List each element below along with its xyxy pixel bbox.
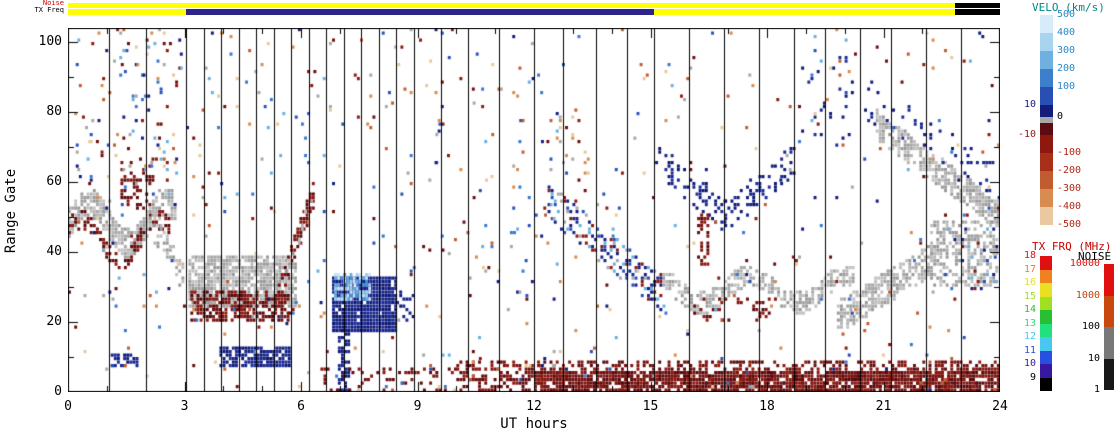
x-tick-label: 24 bbox=[992, 399, 1008, 414]
y-tick-label: 20 bbox=[46, 314, 62, 329]
velo-colorbar-label: 100 bbox=[1057, 81, 1076, 92]
y-tick-label: 100 bbox=[38, 34, 62, 49]
noise-colorbar-label: 1000 bbox=[1075, 289, 1100, 301]
velo-colorbar-segment bbox=[1040, 123, 1053, 135]
velo-colorbar-title: VELO (km/s) bbox=[1032, 1, 1105, 14]
y-tick-label: 0 bbox=[54, 384, 62, 399]
velo-colorbar-label: 400 bbox=[1057, 27, 1076, 38]
noise-colorbar-segment bbox=[1104, 327, 1114, 359]
txfreq-strip-segment bbox=[654, 9, 956, 15]
x-tick-label: 3 bbox=[180, 399, 189, 414]
velo-colorbar-segment bbox=[1040, 153, 1053, 171]
velo-colorbar-label: -300 bbox=[1057, 183, 1082, 194]
txfrq-colorbar-segment bbox=[1040, 350, 1052, 364]
txfrq-colorbar-label: 12 bbox=[1023, 331, 1036, 342]
x-tick-label: 6 bbox=[297, 399, 305, 414]
txfrq-colorbar-label: 18 bbox=[1023, 250, 1036, 261]
x-tick-label: 0 bbox=[64, 399, 72, 414]
y-axis-label: Range Gate bbox=[3, 168, 19, 254]
velo-colorbar-segment bbox=[1040, 171, 1053, 189]
txfrq-colorbar-label: 15 bbox=[1023, 290, 1036, 302]
y-tick-label: 80 bbox=[46, 104, 62, 119]
velo-colorbar-label: -400 bbox=[1057, 201, 1082, 212]
y-tick-label: 40 bbox=[46, 244, 62, 259]
velo-colorbar-label: -100 bbox=[1057, 147, 1082, 158]
txfrq-colorbar-segment bbox=[1040, 377, 1052, 391]
noise-strip-segment bbox=[68, 3, 956, 8]
velo-colorbar-label: 10 bbox=[1023, 99, 1036, 110]
txfreq-strip-segment bbox=[186, 9, 655, 15]
noise-strip-label: Noise bbox=[42, 0, 64, 7]
velo-colorbar-segment bbox=[1040, 117, 1053, 123]
noise-colorbar-title: NOISE bbox=[1078, 250, 1112, 263]
txfreq-strip-label: TX Freq bbox=[34, 6, 64, 14]
noise-colorbar-label: 1 bbox=[1093, 384, 1100, 395]
velo-colorbar-segment bbox=[1040, 15, 1053, 33]
noise-strip-segment bbox=[955, 3, 1000, 8]
velo-colorbar-label: 300 bbox=[1057, 45, 1076, 56]
txfreq-strip-segment bbox=[955, 9, 1000, 15]
noise-colorbar-segment bbox=[1104, 295, 1114, 327]
x-tick-label: 15 bbox=[642, 399, 659, 414]
txfrq-colorbar-segment bbox=[1040, 256, 1052, 270]
velo-colorbar-label: 0 bbox=[1057, 111, 1064, 122]
x-tick-label: 12 bbox=[526, 399, 542, 414]
noise-colorbar-label: 10000 bbox=[1069, 258, 1100, 269]
x-tick-label: 9 bbox=[413, 399, 422, 414]
txfrq-colorbar-label: 17 bbox=[1023, 263, 1036, 275]
velo-colorbar-label: -200 bbox=[1057, 165, 1082, 176]
velo-colorbar-segment bbox=[1040, 51, 1053, 69]
txfrq-colorbar-label: 10 bbox=[1023, 358, 1036, 369]
velo-colorbar-label: -500 bbox=[1057, 219, 1082, 230]
velo-colorbar-segment bbox=[1040, 87, 1053, 105]
velo-colorbar-segment bbox=[1040, 207, 1053, 225]
x-tick-label: 21 bbox=[875, 399, 892, 414]
txfrq-colorbar-segment bbox=[1040, 310, 1052, 324]
txfrq-colorbar-label: 13 bbox=[1023, 317, 1036, 329]
txfrq-colorbar-label: 14 bbox=[1023, 304, 1036, 315]
velo-colorbar-segment bbox=[1040, 189, 1053, 207]
noise-colorbar-label: 100 bbox=[1081, 321, 1100, 332]
noise-colorbar-label: 10 bbox=[1087, 352, 1100, 364]
noise-colorbar-segment bbox=[1104, 358, 1114, 390]
txfrq-colorbar-segment bbox=[1040, 296, 1052, 310]
velo-colorbar-segment bbox=[1040, 33, 1053, 51]
velo-colorbar-label: 200 bbox=[1057, 63, 1076, 74]
rti-velocity-plot-canvas bbox=[68, 28, 1000, 392]
y-tick-label: 60 bbox=[46, 174, 62, 189]
x-axis-label: UT hours bbox=[500, 416, 568, 432]
txfrq-colorbar-segment bbox=[1040, 323, 1052, 337]
x-tick-label: 18 bbox=[759, 399, 775, 414]
velo-colorbar-label: 500 bbox=[1057, 9, 1076, 20]
velo-colorbar-segment bbox=[1040, 105, 1053, 117]
velo-colorbar-segment bbox=[1040, 135, 1053, 153]
txfrq-colorbar-label: 11 bbox=[1023, 344, 1036, 356]
velo-colorbar-segment bbox=[1040, 69, 1053, 87]
txfrq-colorbar-label: 16 bbox=[1023, 277, 1036, 288]
txfrq-colorbar-segment bbox=[1040, 364, 1052, 378]
txfreq-strip-segment bbox=[68, 9, 187, 15]
txfrq-colorbar-title: TX FRQ (MHz) bbox=[1032, 240, 1112, 253]
velo-colorbar-label: -10 bbox=[1017, 129, 1036, 140]
noise-colorbar-segment bbox=[1104, 264, 1114, 296]
txfrq-colorbar-segment bbox=[1040, 337, 1052, 351]
txfrq-colorbar-segment bbox=[1040, 269, 1052, 283]
txfrq-colorbar-segment bbox=[1040, 283, 1052, 297]
txfrq-colorbar-label: 9 bbox=[1029, 371, 1036, 383]
